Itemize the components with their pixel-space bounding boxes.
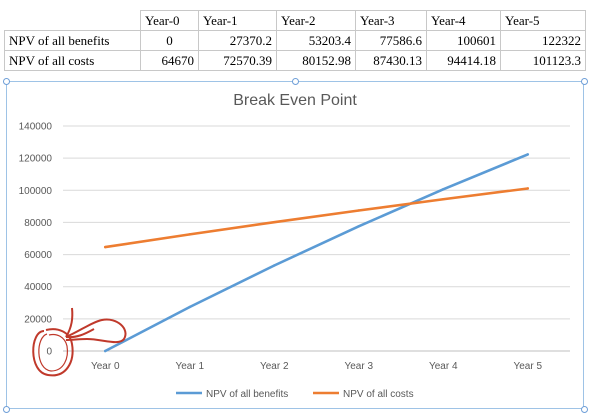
zero-circle-stroke [32,328,74,377]
y-tick-label: 140000 [19,122,53,133]
y-tick-label: 100000 [19,186,53,197]
costs-cell-year-5[interactable]: 101123.3 [500,50,586,71]
costs-cell-year-0[interactable]: 64670 [140,50,199,71]
costs-cell-year-4[interactable]: 94414.18 [426,50,501,71]
header-cell-year-0[interactable]: Year-0 [140,10,199,31]
x-axis-tick-labels: Year 0 Year 1 Year 2 Year 3 Year 4 Year 5 [91,361,542,372]
table-row-costs: NPV of all costs 64670 72570.39 80152.98… [4,50,586,71]
y-tick-label: 40000 [24,282,52,293]
arrow-shaft [65,318,127,344]
series-1-point[interactable] [273,220,276,224]
table-header-row: Year-0 Year-1 Year-2 Year-3 Year-4 Year-… [4,10,586,31]
series-0-point[interactable] [104,349,107,353]
y-tick-label: 120000 [19,154,53,165]
x-tick-label: Year 1 [175,361,204,372]
chart-title: Break Even Point [233,92,357,109]
series-1-point[interactable] [104,245,107,249]
zero-circle-stroke-inner [38,333,69,372]
chart-legend[interactable]: NPV of all benefits NPV of all costs [176,389,414,400]
x-tick-label: Year 4 [429,361,458,372]
resize-handle-bottom-left[interactable] [3,406,10,413]
series-0-point[interactable] [442,188,445,191]
series-1-point[interactable] [442,198,445,201]
benefits-cell-year-1[interactable]: 27370.2 [198,30,277,51]
y-axis-tick-labels: 0 20000 40000 60000 80000 100000 120000 140000 [19,122,53,358]
legend-item-0[interactable]: NPV of all benefits [176,389,288,400]
series-0-point[interactable] [273,264,276,267]
series-0-point[interactable] [526,153,529,156]
data-table: Year-0 Year-1 Year-2 Year-3 Year-4 Year-… [4,10,586,71]
row-label-benefits[interactable]: NPV of all benefits [4,30,141,51]
benefits-cell-year-2[interactable]: 53203.4 [276,30,356,51]
y-tick-label: 80000 [24,218,52,229]
series-0-point[interactable] [188,305,191,309]
resize-handle-top[interactable] [292,78,299,85]
legend-item-1[interactable]: NPV of all costs [313,389,414,400]
zero-annotation [32,307,127,377]
y-tick-label: 20000 [24,314,52,325]
series-0-point[interactable] [357,225,360,228]
series-line-1[interactable] [103,187,530,249]
header-cell-year-4[interactable]: Year-4 [426,10,501,31]
series-1-point[interactable] [526,187,529,190]
legend-label: NPV of all benefits [206,389,288,400]
x-tick-label: Year 2 [260,361,289,372]
x-tick-label: Year 5 [513,361,542,372]
series-1-point[interactable] [357,209,360,212]
legend-label: NPV of all costs [343,389,414,400]
series-line-0[interactable] [103,153,530,353]
resize-handle-top-right[interactable] [581,78,588,85]
costs-cell-year-3[interactable]: 87430.13 [355,50,427,71]
x-tick-label: Year 0 [91,361,120,372]
resize-handle-top-left[interactable] [3,78,10,85]
y-tick-label: 0 [46,347,52,358]
row-label-costs[interactable]: NPV of all costs [4,50,141,71]
table-row-benefits: NPV of all benefits 0 27370.2 53203.4 77… [4,30,586,51]
resize-handle-bottom-right[interactable] [581,406,588,413]
chart-series [103,153,530,353]
arrow-head [65,307,95,339]
costs-cell-year-1[interactable]: 72570.39 [198,50,277,71]
chart-gridlines [63,125,570,352]
series-1-point[interactable] [188,233,191,236]
x-tick-label: Year 3 [344,361,373,372]
y-tick-label: 60000 [24,250,52,261]
